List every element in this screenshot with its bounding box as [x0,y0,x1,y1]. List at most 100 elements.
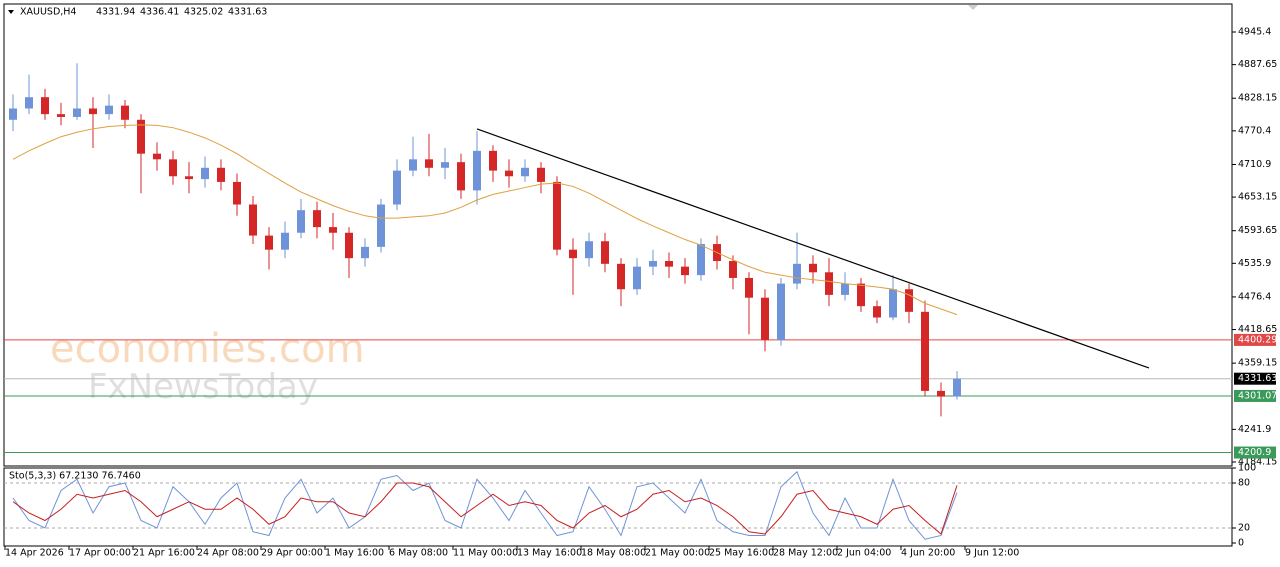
y-tick-label: 4418.65 [1238,324,1277,335]
x-tick-label: 13 May 16:00 [517,548,582,559]
stoch-tick-label: 100 [1238,463,1256,474]
candle-body [393,170,401,205]
price-level-label: 4331.63 [1238,373,1277,384]
x-tick-label: 14 Apr 2026 [5,548,64,559]
candle-body [313,210,321,228]
main-panel [3,3,1233,467]
candle-body [809,263,817,273]
stoch-tick-label: 20 [1238,523,1250,534]
candle-body [921,311,929,391]
candle-body [953,378,961,397]
candle-body [201,167,209,180]
header-value: 4331.94 [96,7,135,18]
y-tick-label: 4184.15 [1238,457,1277,468]
header-value: 4325.02 [184,7,223,18]
candle-body [889,289,897,318]
candle-body [649,260,657,267]
candle-body [857,283,865,307]
candle-body [489,150,497,171]
candle-body [633,266,641,290]
y-tick-label: 4593.65 [1238,225,1277,236]
candle-body [121,105,129,120]
price-level-tag [1234,446,1276,459]
candle-body [473,150,481,191]
stoch-tick-label: 80 [1238,478,1250,489]
candle-body [25,97,33,109]
candle-body [217,167,225,182]
candle-body [537,167,545,182]
candle-body [777,283,785,341]
candle-body [873,306,881,318]
candle-body [57,114,65,117]
candle-body [601,241,609,264]
price-level-label: 4301.07 [1238,390,1277,401]
candle-body [681,266,689,276]
candle-body [793,263,801,284]
price-level-tag [1234,333,1276,346]
x-tick-label: 9 Jun 12:00 [965,548,1019,559]
y-tick-label: 4653.15 [1238,192,1277,203]
candle-body [617,263,625,290]
stochastic-title: Sto(5,3,3) 67.2130 76.7460 [9,471,141,482]
price-level-label: 4400.29 [1238,334,1277,345]
header-value: 4336.41 [140,7,179,18]
candle-body [233,181,241,205]
price-level-label: 4200.9 [1238,447,1271,458]
symbol: XAUUSD,H4 [20,7,76,18]
candle-body [169,159,177,177]
scroll-marker [968,5,978,10]
candle-body [249,204,257,236]
x-tick-label: 2 Jun 04:00 [837,548,891,559]
stoch-line [12,470,958,540]
price-level-tag [1234,372,1276,385]
x-tick-label: 21 May 00:00 [645,548,710,559]
candle-body [745,277,753,298]
y-tick-label: 4887.65 [1238,59,1277,70]
x-tick-label: 4 Jun 20:00 [901,548,955,559]
candle-body [761,297,769,341]
candle-body [425,159,433,168]
candle-body [361,246,369,259]
candle-body [505,170,513,177]
y-tick-label: 4476.4 [1238,291,1271,302]
x-tick-label: 28 May 12:00 [773,548,838,559]
stochastic-panel [3,467,1233,547]
x-tick-label: 17 Apr 00:00 [69,548,131,559]
candle-body [409,159,417,171]
candle-body [297,210,305,233]
x-tick-label: 24 Apr 08:00 [197,548,259,559]
candle-body [137,119,145,154]
candle-body [905,289,913,312]
x-tick-label: 29 Apr 00:00 [261,548,323,559]
candle-body [585,241,593,259]
trendline [476,128,1150,369]
candle-body [553,181,561,250]
candle-body [569,249,577,259]
candle-body [73,108,81,117]
x-tick-label: 6 May 08:00 [389,548,448,559]
candle-body [41,97,49,115]
candle-body [89,108,97,115]
candle-body [841,283,849,295]
x-tick-label: 21 Apr 16:00 [133,548,195,559]
x-tick-label: 25 May 16:00 [709,548,774,559]
candle-body [185,176,193,180]
candle-body [265,235,273,250]
candle-body [521,167,529,177]
watermark: FxNewsToday [88,367,318,407]
candle-body [697,244,705,276]
candle-body [825,272,833,295]
x-tick-label: 11 May 00:00 [453,548,518,559]
candle-body [665,260,673,267]
candle-body [937,390,945,397]
candle-body [377,204,385,247]
header-arrow [8,10,14,14]
y-tick-label: 4535.9 [1238,258,1271,269]
x-tick-label: 1 May 16:00 [325,548,384,559]
candle-body [345,232,353,259]
stoch-tick-label: 0 [1238,538,1244,549]
candle-body [9,108,17,120]
y-tick-label: 4710.9 [1238,159,1271,170]
candle-body [457,162,465,191]
